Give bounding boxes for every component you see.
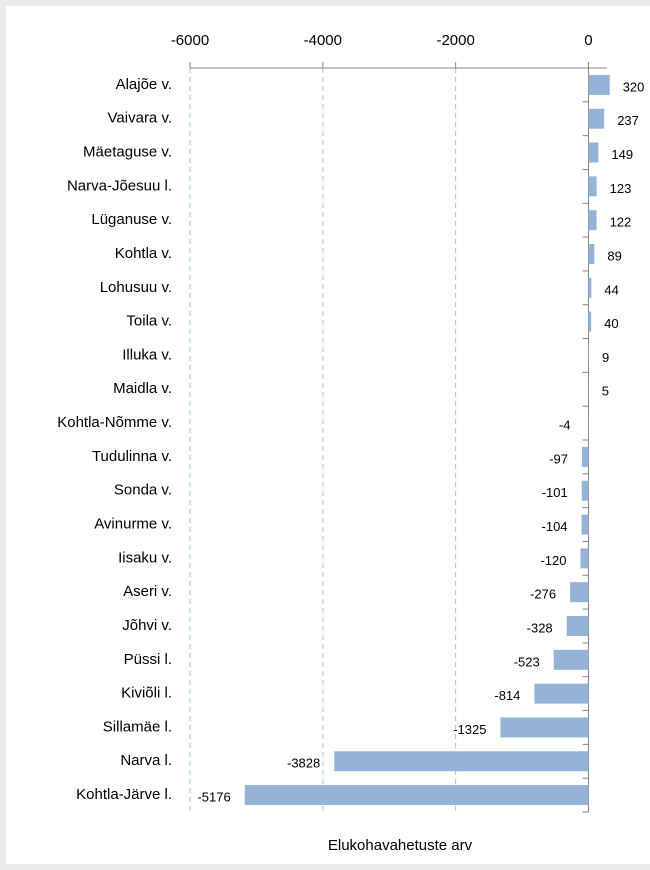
bar: [570, 582, 589, 603]
data-label: 40: [604, 316, 618, 331]
bar: [500, 717, 589, 738]
data-label: 320: [623, 79, 645, 94]
y-tick-label: Illuka v.: [122, 346, 172, 363]
bar: [534, 683, 589, 704]
x-tick-label: 0: [584, 32, 592, 49]
bar: [566, 616, 589, 636]
data-label: -4: [559, 418, 571, 433]
data-label: -3828: [287, 756, 320, 771]
bar: [244, 785, 589, 806]
bar: [580, 548, 589, 569]
bar: [553, 649, 589, 670]
y-tick-label: Sillamäe l.: [103, 718, 172, 735]
data-label: 9: [602, 350, 609, 365]
data-label: -97: [549, 451, 568, 466]
y-tick-label: Narva-Jõesuu l.: [67, 177, 172, 194]
y-tick-label: Maidla v.: [113, 380, 172, 397]
y-tick-label: Alajõe v.: [116, 76, 172, 93]
data-label: 5: [602, 384, 609, 399]
y-tick-label: Lüganuse v.: [91, 211, 172, 228]
x-tick-label: -4000: [304, 32, 342, 49]
data-label: -5176: [197, 790, 230, 805]
bar: [588, 74, 610, 95]
x-tick-label: -6000: [171, 32, 209, 49]
bar: [588, 345, 590, 366]
y-tick-label: Mäetaguse v.: [83, 144, 172, 161]
bar: [588, 176, 597, 197]
y-tick-label: Lohusuu v.: [100, 279, 172, 296]
y-tick-label: Narva l.: [120, 752, 172, 769]
y-tick-label: Iisaku v.: [118, 549, 172, 566]
y-tick-label: Aseri v.: [123, 583, 172, 600]
bar: [582, 446, 589, 467]
data-label: -104: [542, 519, 568, 534]
y-tick-label: Tudulinna v.: [92, 448, 172, 465]
data-label: -814: [494, 688, 520, 703]
bar: [581, 514, 589, 535]
x-axis-label: Elukohavahetuste arv: [328, 837, 473, 854]
y-tick-label: Kohtla-Nõmme v.: [57, 414, 172, 431]
bar: [334, 751, 589, 772]
data-label: -101: [542, 485, 568, 500]
data-label: -328: [527, 620, 553, 635]
y-tick-label: Vaivara v.: [108, 110, 172, 127]
y-tick-label: Püssi l.: [124, 651, 172, 668]
y-tick-label: Sonda v.: [114, 482, 172, 499]
x-tick-label: -2000: [436, 32, 474, 49]
data-label: 123: [610, 181, 632, 196]
data-label: 89: [607, 248, 621, 263]
data-label: 237: [617, 113, 639, 128]
y-tick-label: Kohtla-Järve l.: [76, 786, 172, 803]
y-tick-label: Kiviõli l.: [121, 685, 172, 702]
bar: [588, 311, 592, 332]
bar: [588, 108, 605, 129]
bar: [588, 244, 595, 264]
y-tick-label: Toila v.: [126, 313, 172, 330]
y-tick-label: Jõhvi v.: [122, 617, 172, 634]
y-tick-label: Avinurme v.: [94, 516, 172, 533]
data-label: 44: [604, 282, 618, 297]
data-label: -1325: [453, 722, 486, 737]
data-label: 149: [611, 147, 633, 162]
data-label: -120: [540, 553, 566, 568]
bar: [588, 277, 592, 298]
bar: [588, 210, 597, 231]
data-label: -276: [530, 587, 556, 602]
data-label: 122: [610, 215, 632, 230]
bar: [581, 480, 589, 501]
bar: [588, 142, 599, 163]
data-label: -523: [514, 654, 540, 669]
y-tick-label: Kohtla v.: [115, 245, 172, 262]
